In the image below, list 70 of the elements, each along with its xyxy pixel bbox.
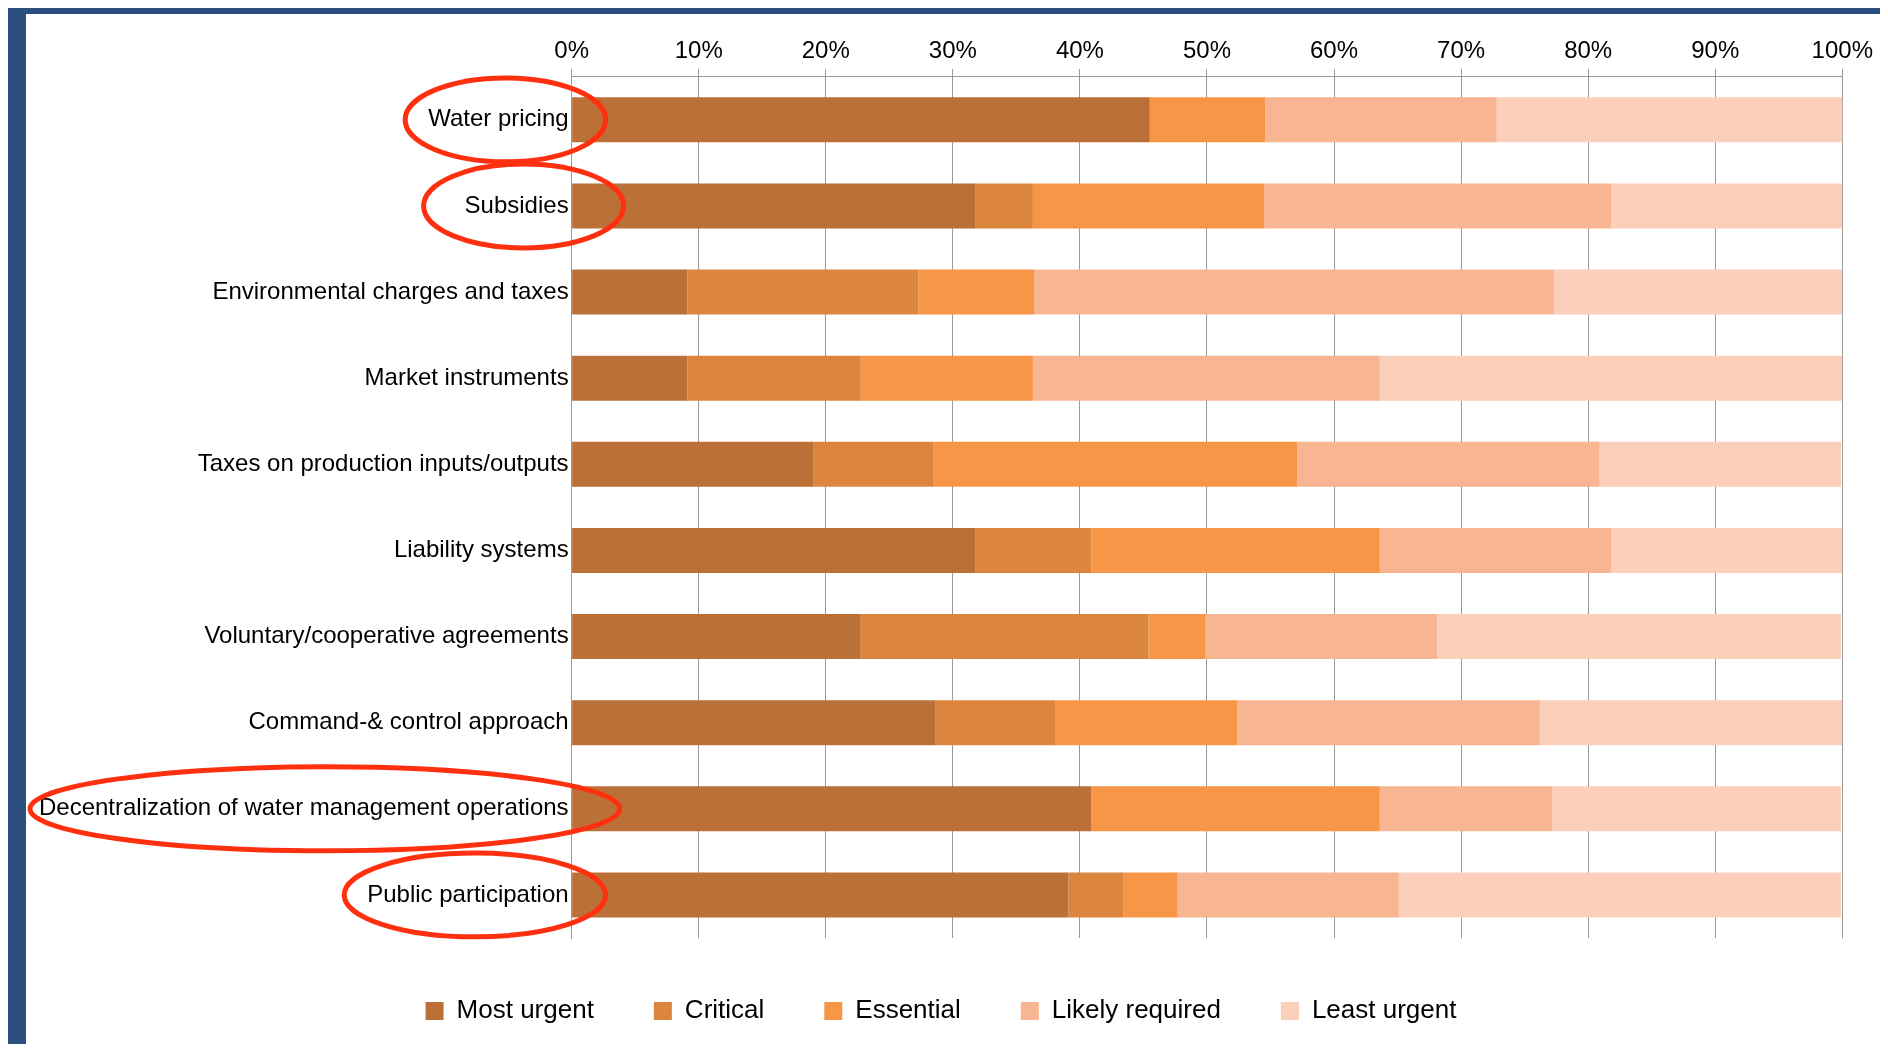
x-tick-label: 60% (1310, 36, 1359, 64)
y-tick-label: Market instruments (364, 362, 569, 390)
bar (1091, 527, 1380, 573)
bar (975, 527, 1092, 573)
x-tick-label: 90% (1691, 36, 1740, 64)
bar (1265, 97, 1497, 143)
bar (1599, 441, 1842, 487)
bar (1379, 527, 1612, 573)
bar (1032, 355, 1380, 401)
y-tick-label: Subsidies (464, 190, 569, 218)
x-tick-label: 80% (1564, 36, 1613, 64)
bar (572, 355, 688, 401)
bar (860, 355, 1033, 401)
bar (1205, 614, 1437, 660)
bar (1034, 269, 1554, 315)
x-tick-label: 0% (554, 36, 589, 64)
bar (975, 183, 1033, 229)
legend-label: Least urgent (1311, 994, 1458, 1025)
x-tick-label: 100% (1811, 36, 1873, 64)
y-tick-label: Public participation (367, 879, 569, 907)
bar (1148, 614, 1206, 660)
y-tick-label: Environmental charges and taxes (212, 276, 569, 304)
bar (1149, 97, 1266, 143)
bar (1539, 700, 1843, 746)
x-tick-label: 30% (928, 36, 977, 64)
y-tick-label: Liability systems (393, 535, 569, 563)
x-tick-label: 10% (674, 36, 723, 64)
bar (1379, 355, 1843, 401)
bar (1611, 527, 1843, 573)
bar (1055, 700, 1238, 746)
bar (1611, 183, 1843, 229)
bar (1264, 183, 1612, 229)
x-tick-label: 20% (801, 36, 850, 64)
bar (572, 441, 814, 487)
bar (687, 269, 919, 315)
x-tick-label: 50% (1182, 36, 1231, 64)
bar (1123, 872, 1178, 918)
bar (1496, 97, 1843, 143)
bar (572, 700, 936, 746)
bar (1297, 441, 1600, 487)
x-tick-label: 40% (1055, 36, 1104, 64)
legend-label: Most urgent (456, 994, 595, 1025)
bar (1379, 786, 1553, 832)
bar (933, 441, 1298, 487)
bar (572, 269, 688, 315)
y-tick-label: Decentralization of water management operations (38, 793, 569, 821)
bar (1177, 872, 1399, 918)
bar (918, 269, 1035, 315)
bar (1068, 872, 1124, 918)
y-tick-label: Command-& control approach (248, 707, 569, 735)
legend-label: Likely required (1051, 994, 1221, 1025)
legend-label: Essential (855, 994, 961, 1025)
bar (1032, 183, 1265, 229)
bar (572, 527, 976, 573)
bar (935, 700, 1056, 746)
y-tick-label: Water pricing (428, 104, 569, 132)
bar (687, 355, 861, 401)
bar (1237, 700, 1540, 746)
bar (860, 614, 1149, 660)
bar (1091, 786, 1380, 832)
bar (1552, 786, 1842, 832)
bar (572, 614, 861, 660)
y-tick-label: Voluntary/cooperative agreements (204, 621, 569, 649)
x-tick-label: 70% (1437, 36, 1486, 64)
bar (1398, 872, 1842, 918)
y-tick-label: Taxes on production inputs/outputs (197, 448, 569, 476)
bar (1553, 269, 1843, 315)
bar (1436, 614, 1842, 660)
legend-label: Critical (684, 994, 765, 1025)
bar (813, 441, 934, 487)
